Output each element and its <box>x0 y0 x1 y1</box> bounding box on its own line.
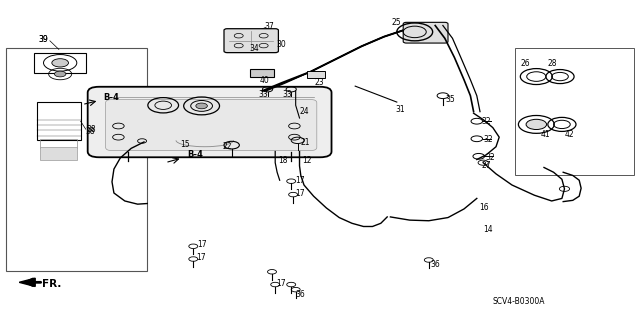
Text: 36: 36 <box>430 260 440 269</box>
Text: 14: 14 <box>483 225 493 234</box>
Text: 12: 12 <box>302 156 312 165</box>
Text: 22: 22 <box>223 142 232 151</box>
Bar <box>37 102 81 140</box>
Text: 18: 18 <box>278 156 288 165</box>
Text: 38: 38 <box>86 127 95 136</box>
Bar <box>34 53 86 73</box>
Text: SCV4-B0300A: SCV4-B0300A <box>493 297 545 306</box>
Text: 32: 32 <box>485 153 495 162</box>
Text: 42: 42 <box>564 130 574 139</box>
Bar <box>40 147 77 160</box>
Text: 25: 25 <box>392 19 401 27</box>
Text: 15: 15 <box>180 140 190 149</box>
Text: 39: 39 <box>38 35 48 44</box>
Text: 28: 28 <box>548 59 557 68</box>
Bar <box>6 48 147 271</box>
Text: B-4: B-4 <box>187 150 203 159</box>
Text: 21: 21 <box>301 138 310 147</box>
Text: FR.: FR. <box>42 279 61 289</box>
FancyBboxPatch shape <box>88 87 332 157</box>
Text: 32: 32 <box>481 117 491 126</box>
Text: 17: 17 <box>276 279 286 288</box>
Text: 33: 33 <box>258 90 268 99</box>
Circle shape <box>52 59 68 67</box>
FancyBboxPatch shape <box>224 29 278 53</box>
Polygon shape <box>19 278 35 286</box>
Circle shape <box>54 71 66 77</box>
Text: 27: 27 <box>481 161 491 170</box>
Text: 33: 33 <box>283 90 292 99</box>
Text: 39: 39 <box>38 35 48 44</box>
FancyBboxPatch shape <box>403 22 448 43</box>
Text: 37: 37 <box>264 22 274 31</box>
Circle shape <box>196 103 207 109</box>
Text: 30: 30 <box>276 40 286 48</box>
Text: 23: 23 <box>315 78 324 87</box>
Text: B-4: B-4 <box>104 93 120 102</box>
Text: 35: 35 <box>445 95 455 104</box>
Text: 31: 31 <box>396 105 405 114</box>
Text: 36: 36 <box>296 290 305 299</box>
Text: 24: 24 <box>300 107 309 115</box>
FancyBboxPatch shape <box>106 100 317 151</box>
Text: 41: 41 <box>541 130 550 139</box>
Text: 17: 17 <box>295 176 305 185</box>
Text: 32: 32 <box>483 135 493 144</box>
Text: 34: 34 <box>250 44 259 53</box>
Text: 38: 38 <box>86 125 96 134</box>
Text: 40: 40 <box>259 76 269 85</box>
Text: 17: 17 <box>196 253 205 262</box>
Text: 17: 17 <box>197 241 207 249</box>
Text: 16: 16 <box>479 204 488 212</box>
Bar <box>40 139 77 148</box>
Bar <box>515 48 634 175</box>
Text: 26: 26 <box>521 59 531 68</box>
Circle shape <box>526 119 547 130</box>
Bar <box>250 69 274 77</box>
Bar <box>307 71 325 78</box>
Text: 17: 17 <box>296 189 305 198</box>
